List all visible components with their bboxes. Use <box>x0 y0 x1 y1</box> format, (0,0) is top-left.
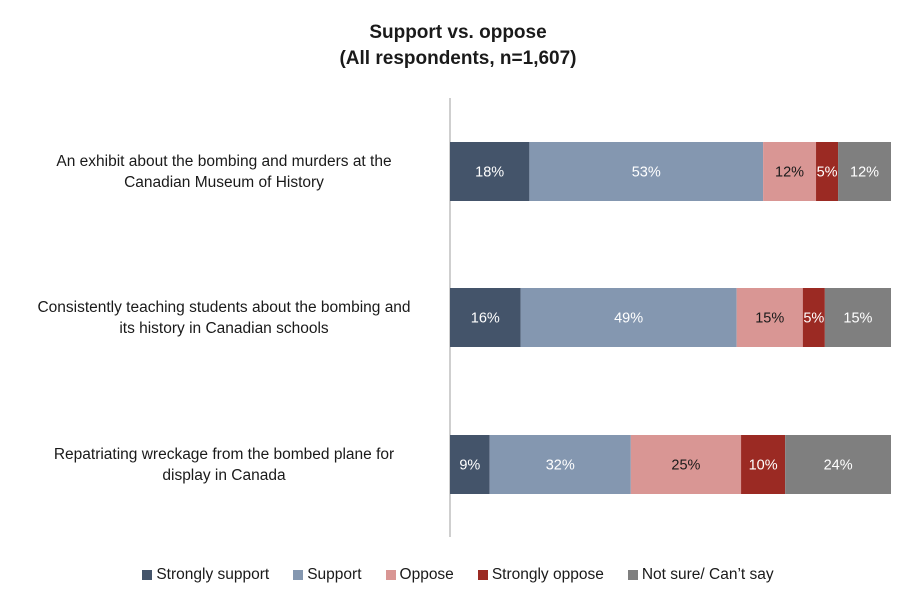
data-label: 12% <box>850 165 879 181</box>
data-label: 12% <box>775 165 804 181</box>
category-label: Consistently teaching students about the… <box>37 299 410 316</box>
legend-swatch <box>293 570 304 580</box>
data-label: 16% <box>471 311 500 327</box>
bars: 18% 53% 12% 5% 12% 16% 49% 15% 5% 15% 9% 32% 25% 10% 2… <box>450 142 891 494</box>
category-labels: An exhibit about the bombing and murders… <box>37 153 410 484</box>
data-label: 5% <box>803 311 824 327</box>
data-label: 10% <box>749 458 778 474</box>
legend-item: Strongly oppose <box>477 566 604 584</box>
bar-segment <box>816 142 839 201</box>
bar-segment <box>450 288 521 347</box>
bar-segment <box>802 288 825 347</box>
category-label: display in Canada <box>162 467 286 484</box>
bar-segment <box>630 435 742 494</box>
legend-label: Support <box>307 566 362 583</box>
data-label: 18% <box>475 165 504 181</box>
bar-segment <box>520 288 737 347</box>
data-label: 15% <box>755 311 784 327</box>
legend-swatch <box>142 570 153 580</box>
bar-segment <box>824 288 891 347</box>
bar-segment <box>736 288 803 347</box>
legend-item: Oppose <box>385 566 454 584</box>
legend-label: Strongly support <box>156 566 270 583</box>
data-label: 32% <box>546 458 575 474</box>
data-label: 49% <box>614 311 643 327</box>
data-label: 5% <box>817 165 838 181</box>
bar-segment <box>838 142 891 201</box>
bar-segment <box>489 435 631 494</box>
legend-swatch <box>385 570 396 580</box>
data-label: 24% <box>824 458 853 474</box>
category-label: Repatriating wreckage from the bombed pl… <box>54 446 394 463</box>
bar-segment <box>741 435 786 494</box>
category-label: Canadian Museum of History <box>124 174 324 191</box>
bar-segment <box>785 435 891 494</box>
legend-label: Strongly oppose <box>491 566 604 583</box>
bar-segment <box>529 142 764 201</box>
bar-segment <box>763 142 817 201</box>
chart-title-line-1: Support vs. oppose <box>369 22 547 43</box>
legend-swatch <box>477 570 488 580</box>
legend-item: Not sure/ Can’t say <box>627 566 774 584</box>
data-label: 9% <box>459 458 480 474</box>
legend-label: Oppose <box>399 566 454 583</box>
legend-item: Strongly support <box>142 566 269 584</box>
legend-item: Support <box>293 566 362 584</box>
legend-label: Not sure/ Can’t say <box>641 566 774 583</box>
legend: Strongly support Support Oppose Strongly op… <box>0 566 916 584</box>
category-label: its history in Canadian schools <box>119 320 329 337</box>
chart-title-line-2: (All respondents, n=1,607) <box>339 48 577 69</box>
legend-swatch <box>627 570 638 580</box>
chart-title: Support vs. oppose (All respondents, n=1… <box>0 20 916 72</box>
bar-segment <box>450 142 530 201</box>
data-label: 15% <box>843 311 872 327</box>
data-label: 53% <box>632 165 661 181</box>
bar-segment <box>450 435 490 494</box>
data-label: 25% <box>671 458 700 474</box>
category-label: An exhibit about the bombing and murders… <box>56 153 391 170</box>
